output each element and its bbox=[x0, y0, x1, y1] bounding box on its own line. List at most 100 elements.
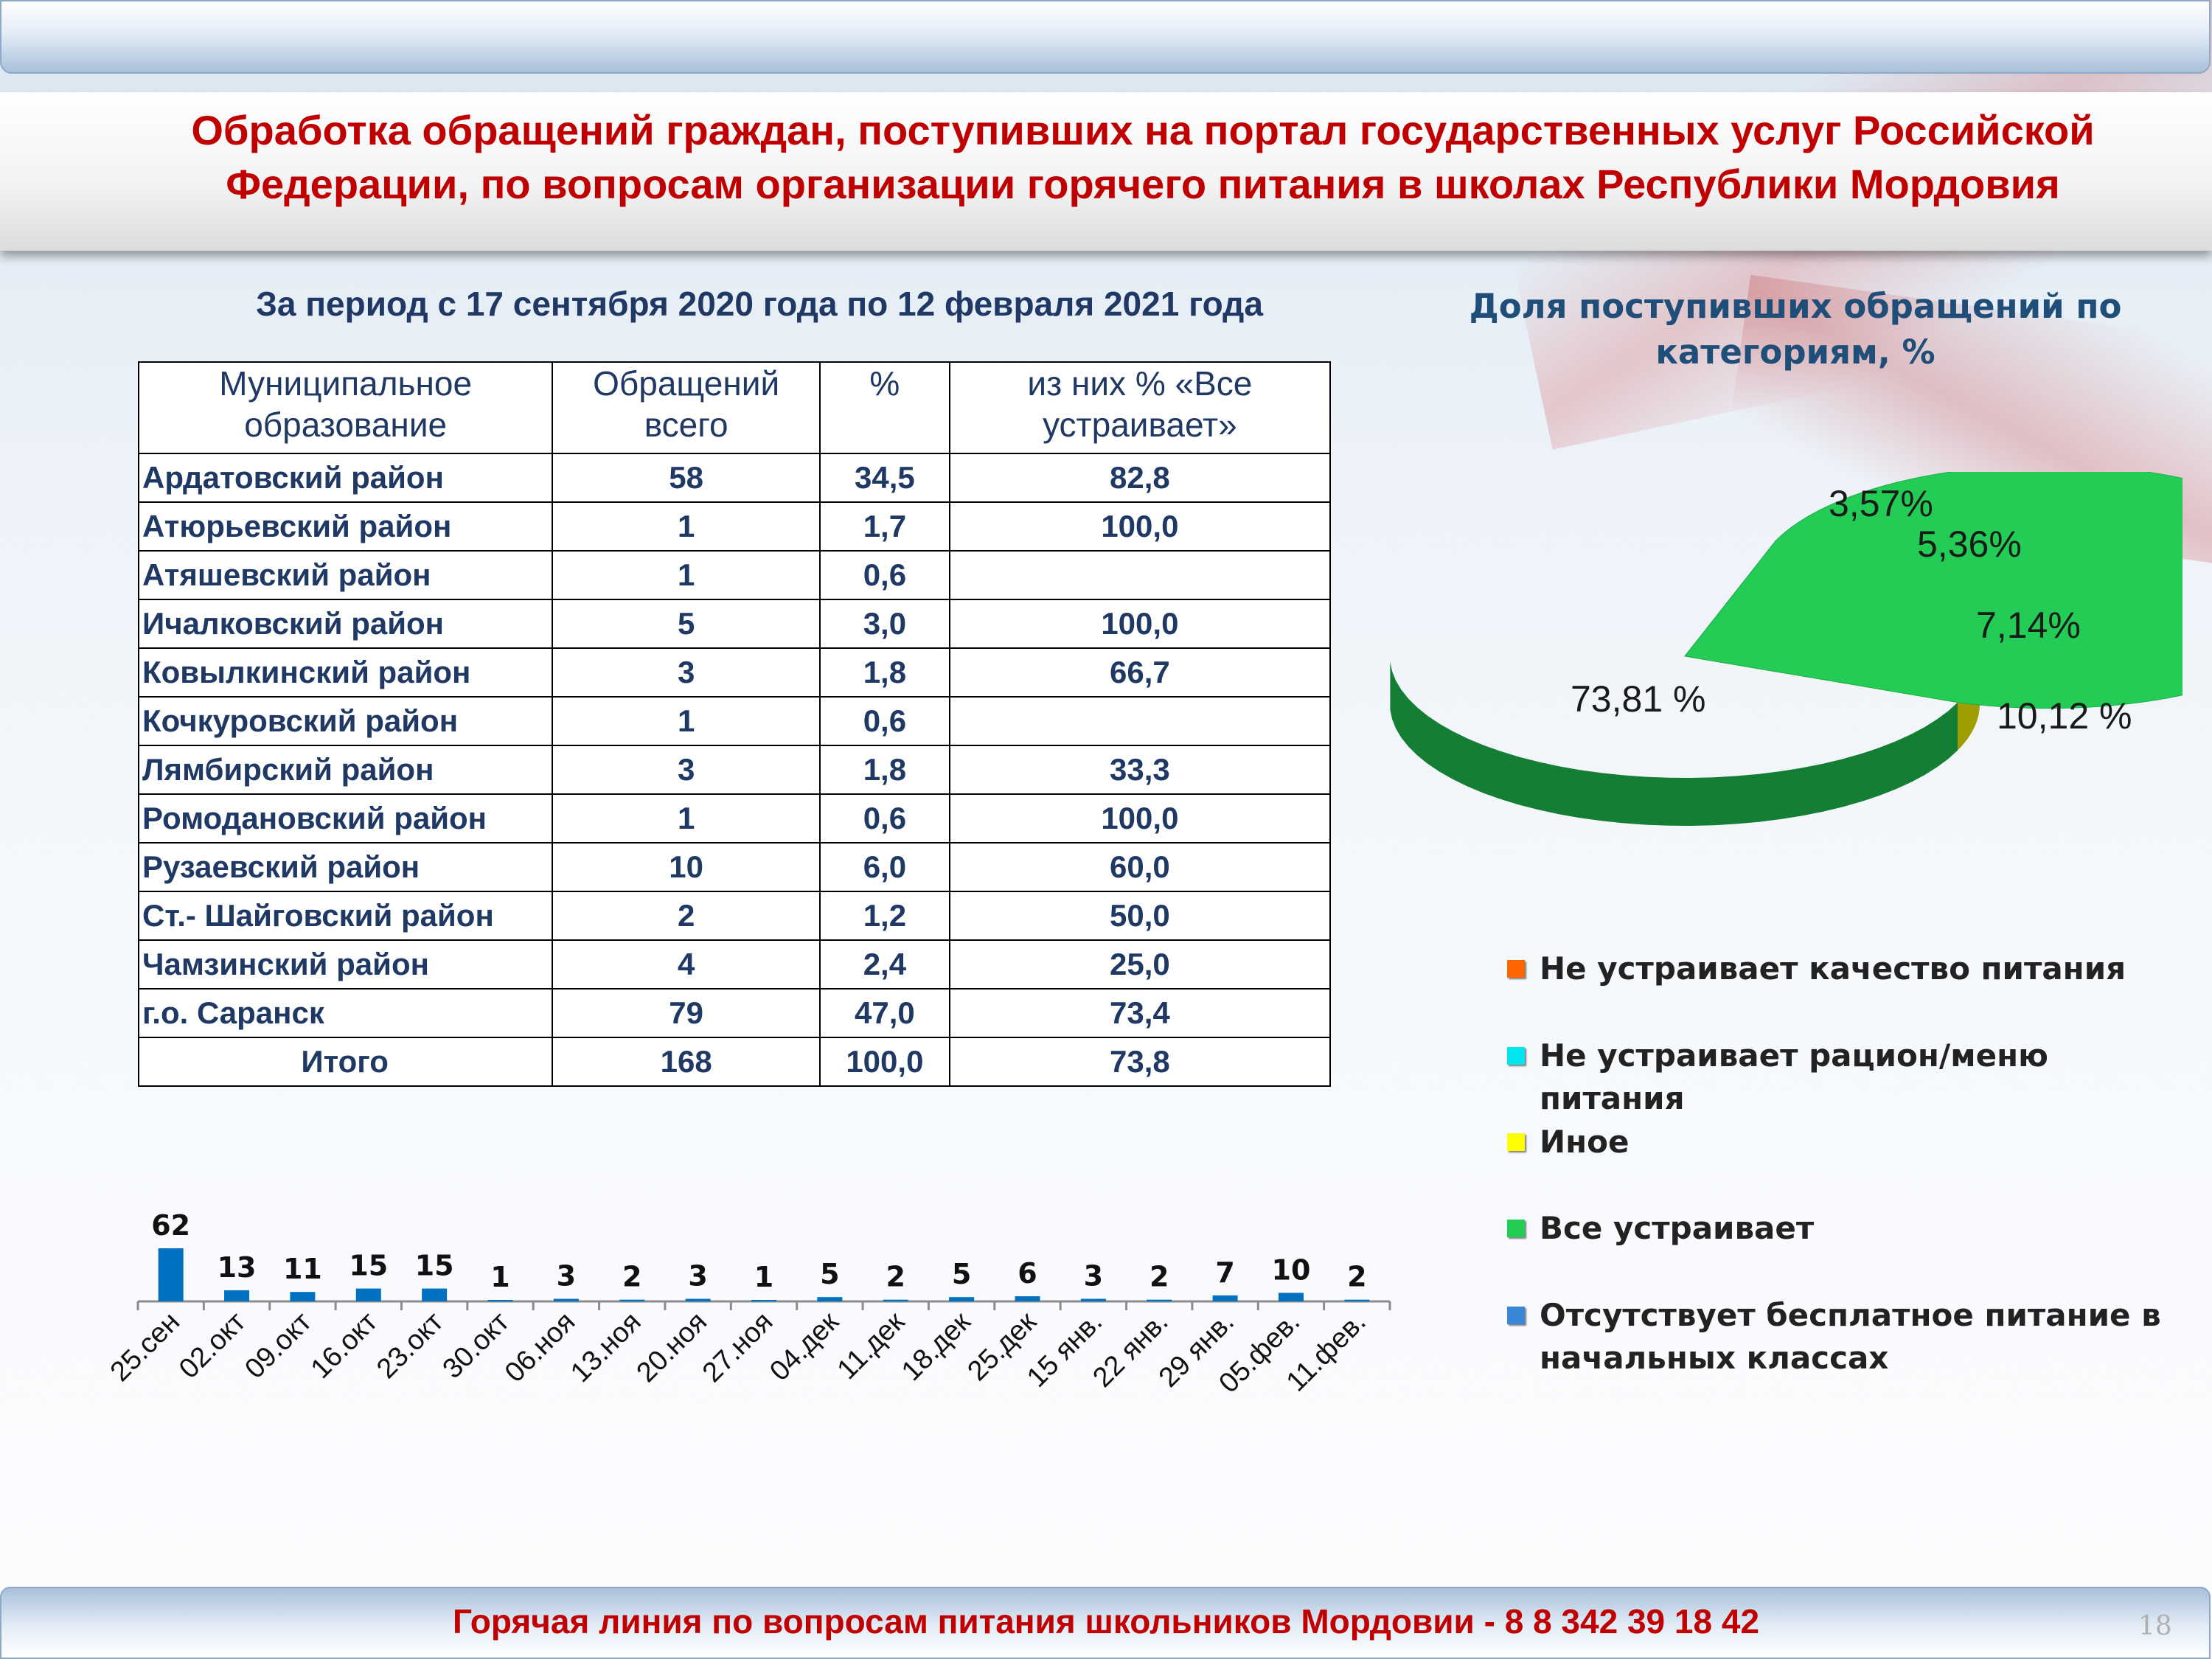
table-header-row: Муниципальное образование Обращений всег… bbox=[137, 361, 1332, 454]
legend-label: Не устраивает качество питания bbox=[1540, 950, 2126, 987]
total-cell: 1 bbox=[552, 793, 821, 844]
legend-swatch bbox=[1507, 1133, 1525, 1151]
table-row: Ромодановский район 1 0,6 100,0 bbox=[137, 793, 1332, 844]
total-cell: 1 bbox=[552, 696, 821, 746]
bar bbox=[1015, 1296, 1040, 1301]
bar-value-label: 5 bbox=[820, 1258, 839, 1290]
legend-label: Не устраивает рацион/меню питания bbox=[1540, 1037, 2048, 1116]
legend-swatch bbox=[1507, 1220, 1525, 1237]
bar bbox=[1278, 1293, 1304, 1301]
total-cell: 10 bbox=[552, 842, 821, 892]
hotline-text: Горячая линия по вопросам питания школьн… bbox=[452, 1602, 1760, 1641]
page-number: 18 bbox=[2138, 1611, 2172, 1641]
x-tick-label: 02.окт bbox=[173, 1307, 251, 1385]
table-total-row: Итого 168 100,0 73,8 bbox=[137, 1037, 1332, 1087]
bar-value-label: 3 bbox=[1084, 1260, 1103, 1293]
municipality-cell: Итого bbox=[137, 1037, 554, 1087]
bar bbox=[1147, 1299, 1172, 1301]
bar-value-label: 2 bbox=[1347, 1261, 1366, 1293]
x-tick-label: 20.ноя bbox=[631, 1307, 713, 1388]
x-tick-label: 11.дек bbox=[832, 1306, 911, 1385]
bar-value-label: 6 bbox=[1018, 1257, 1037, 1290]
bar-value-label: 2 bbox=[1150, 1261, 1169, 1293]
satisfied-percent-cell: 100,0 bbox=[948, 793, 1332, 844]
x-tick-label: 09.окт bbox=[239, 1307, 317, 1385]
pie-chart-title: Доля поступивших обращений по категориям… bbox=[1469, 287, 2122, 372]
column-header: % bbox=[818, 361, 950, 454]
satisfied-percent-cell: 100,0 bbox=[948, 501, 1332, 552]
municipality-cell: Ковылкинский район bbox=[137, 647, 554, 698]
municipality-cell: Чамзинский район bbox=[137, 939, 554, 990]
bar bbox=[949, 1297, 975, 1301]
bar-value-label: 1 bbox=[754, 1261, 773, 1293]
percent-cell: 100,0 bbox=[818, 1037, 950, 1087]
bar bbox=[1080, 1298, 1106, 1301]
table-row: Атюрьевский район 1 1,7 100,0 bbox=[137, 501, 1332, 552]
total-cell: 3 bbox=[552, 647, 821, 698]
total-cell: 1 bbox=[552, 550, 821, 600]
total-cell: 5 bbox=[552, 599, 821, 649]
pie-data-label: 73,81 % bbox=[1571, 678, 1705, 720]
satisfied-percent-cell: 66,7 bbox=[948, 647, 1332, 698]
municipality-cell: Кочкуровский район bbox=[137, 696, 554, 746]
bar bbox=[817, 1297, 843, 1301]
municipality-cell: г.о. Саранск bbox=[137, 988, 554, 1038]
bar-value-label: 62 bbox=[151, 1209, 190, 1242]
municipality-cell: Ичалковский район bbox=[137, 599, 554, 649]
pie-slice bbox=[1684, 472, 2183, 709]
satisfied-percent-cell: 73,8 bbox=[948, 1037, 1332, 1087]
municipality-cell: Атяшевский район bbox=[137, 550, 554, 600]
satisfied-percent-cell: 33,3 bbox=[948, 745, 1332, 795]
satisfied-percent-cell: 73,4 bbox=[948, 988, 1332, 1038]
legend-item: Все устраивает bbox=[1504, 1207, 2197, 1250]
satisfied-percent-cell: 60,0 bbox=[948, 842, 1332, 892]
table-row: Рузаевский район 10 6,0 60,0 bbox=[137, 842, 1332, 892]
percent-cell: 6,0 bbox=[818, 842, 950, 892]
x-tick-label: 23.окт bbox=[371, 1307, 449, 1385]
bar bbox=[158, 1248, 184, 1301]
bar-value-label: 3 bbox=[688, 1260, 707, 1293]
column-header: Обращений всего bbox=[552, 361, 821, 454]
slide-title: Обработка обращений граждан, поступивших… bbox=[191, 107, 2095, 207]
legend-label: Иное bbox=[1540, 1124, 1630, 1160]
bar-value-label: 15 bbox=[349, 1250, 388, 1282]
municipality-cell: Атюрьевский район bbox=[137, 501, 554, 552]
bar bbox=[883, 1299, 908, 1301]
column-header: Муниципальное образование bbox=[137, 361, 554, 454]
legend-item: Отсутствует бесплатное питание в начальн… bbox=[1504, 1294, 2197, 1380]
top-bar bbox=[0, 0, 2211, 74]
bar-value-label: 11 bbox=[283, 1253, 322, 1285]
bar-value-label: 10 bbox=[1272, 1253, 1311, 1286]
legend-swatch bbox=[1507, 960, 1525, 978]
bar bbox=[685, 1298, 711, 1301]
bar bbox=[553, 1298, 579, 1301]
table-row: Ичалковский район 5 3,0 100,0 bbox=[137, 599, 1332, 649]
table-row: Ковылкинский район 3 1,8 66,7 bbox=[137, 647, 1332, 698]
legend-label: Отсутствует бесплатное питание в начальн… bbox=[1540, 1297, 2161, 1376]
bar-value-label: 5 bbox=[952, 1258, 971, 1290]
total-cell: 3 bbox=[552, 745, 821, 795]
total-cell: 168 bbox=[552, 1037, 821, 1087]
municipality-cell: Ардатовский район bbox=[137, 453, 554, 503]
legend-item: Не устраивает качество питания bbox=[1504, 947, 2197, 990]
bar-value-label: 2 bbox=[886, 1261, 905, 1293]
satisfied-percent-cell: 100,0 bbox=[948, 599, 1332, 649]
total-cell: 2 bbox=[552, 891, 821, 941]
legend-swatch bbox=[1507, 1047, 1525, 1065]
percent-cell: 1,7 bbox=[818, 501, 950, 552]
bar-value-label: 1 bbox=[490, 1261, 509, 1293]
x-tick-label: 04.дек bbox=[764, 1306, 845, 1387]
bottom-bar bbox=[0, 1587, 2211, 1659]
municipality-cell: Ст.- Шайговский район bbox=[137, 891, 554, 941]
table-row: г.о. Саранск 79 47,0 73,4 bbox=[137, 988, 1332, 1038]
satisfied-percent-cell: 50,0 bbox=[948, 891, 1332, 941]
total-cell: 58 bbox=[552, 453, 821, 503]
percent-cell: 47,0 bbox=[818, 988, 950, 1038]
bar-value-label: 2 bbox=[622, 1261, 641, 1293]
legend-item: Не устраивает рацион/меню питания bbox=[1504, 1034, 2197, 1120]
bar bbox=[1344, 1299, 1370, 1301]
x-tick-label: 25.сен bbox=[105, 1307, 186, 1388]
bar bbox=[1212, 1295, 1238, 1301]
x-tick-label: 18.дек bbox=[896, 1306, 977, 1387]
pie-data-label: 7,14% bbox=[1976, 605, 2081, 646]
